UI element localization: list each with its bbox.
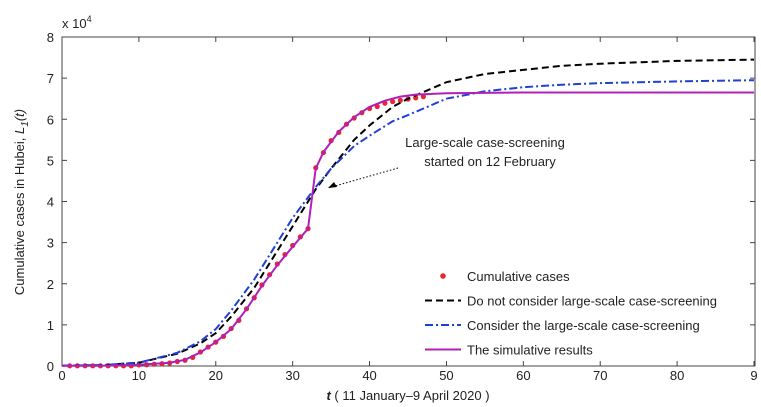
xlabel-var: t [326, 388, 331, 403]
xlabel-text: ( 11 January–9 April 2020 ) [331, 388, 490, 403]
x-tick-label: 0 [58, 368, 65, 383]
x-axis-label: t ( 11 January–9 April 2020 ) [326, 388, 489, 403]
multiplier-exponent: 4 [87, 14, 92, 24]
legend-label: Do not consider large-scale case-screeni… [467, 294, 717, 309]
legend-marker [440, 273, 446, 279]
multiplier-base: x 10 [62, 16, 87, 31]
y-tick-label: 0 [47, 359, 54, 374]
legend-label: Cumulative cases [467, 269, 570, 284]
data-point [420, 94, 426, 100]
x-tick-label: 40 [362, 368, 376, 383]
ylabel-text: Cumulative cases in Hubei, [12, 134, 27, 295]
plot-frame [61, 36, 756, 367]
y-tick-label: 3 [47, 236, 54, 251]
y-tick-label: 7 [47, 71, 54, 86]
arrow-head [328, 182, 337, 188]
annotation-arrow [327, 167, 399, 189]
multiplier: x 104 [62, 14, 92, 31]
y-tick-label: 6 [47, 112, 54, 127]
x-tick-label: 50 [439, 368, 453, 383]
series-line [62, 91, 754, 367]
annotation: started on 12 February [424, 154, 556, 169]
y-tick-label: 8 [47, 30, 54, 45]
x-tick-label: 70 [593, 368, 607, 383]
x-tick-label: 9 [750, 368, 757, 383]
y-axis-label: Cumulative cases in Hubei, L1(t) [12, 109, 31, 295]
y-tick-label: 4 [47, 195, 54, 210]
ylabel-arg: (t) [12, 109, 27, 121]
y-tick-label: 5 [47, 153, 54, 168]
legend-label: The simulative results [467, 343, 593, 358]
ylabel-var: L [12, 127, 27, 134]
x-tick-label: 80 [670, 368, 684, 383]
data-point [397, 97, 403, 103]
x-tick-label: 10 [132, 368, 146, 383]
y-tick-label: 1 [47, 318, 54, 333]
x-tick-label: 30 [285, 368, 299, 383]
x-tick-label: 60 [516, 368, 530, 383]
series-line [61, 79, 755, 367]
x-tick-label: 20 [209, 368, 223, 383]
data-point [390, 98, 396, 105]
annotation: Large-scale case-screening [405, 135, 565, 150]
ylabel-sub: 1 [20, 121, 31, 127]
y-tick-label: 2 [47, 277, 54, 292]
legend-label: Consider the large-scale case-screening [467, 318, 700, 333]
series-line [61, 58, 755, 367]
